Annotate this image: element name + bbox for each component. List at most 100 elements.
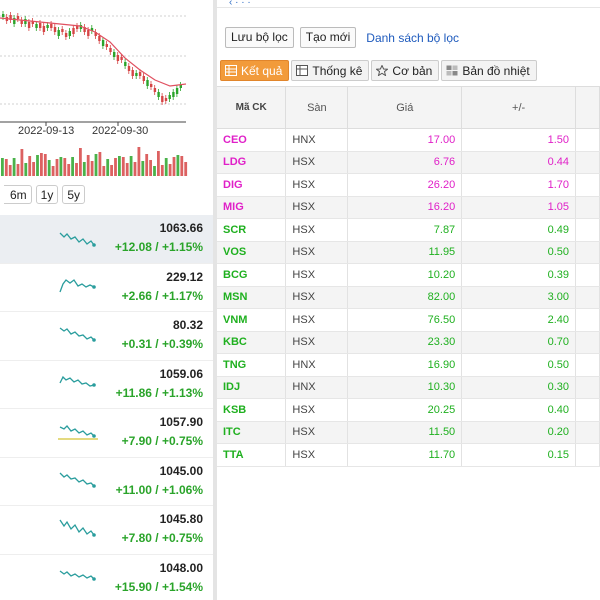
table-row[interactable]: KBC HSX 23.30 0.70 [217,331,600,354]
symbol-cell[interactable]: MIG [217,196,287,219]
extra-cell [575,128,600,152]
screener-results-table: Mã CK Sàn Giá +/- CEO HNX 17.00 1.50 LDG HSX 6… [217,86,600,467]
exchange-cell: HSX [285,218,349,242]
new-filter-button[interactable]: Tạo mới [299,27,357,48]
volume-bar [141,161,145,176]
table-row[interactable]: VNM HSX 76.50 2.40 [217,308,600,332]
table-row[interactable]: ITC HSX 11.50 0.20 [217,421,600,444]
index-list-item[interactable]: 1048.00 +15.90 / +1.54% [0,555,213,600]
volume-bar [51,166,55,176]
tab-results[interactable]: Kết quả [220,60,290,81]
column-header-price[interactable]: Giá [347,86,463,129]
index-list-item[interactable]: 1045.80 +7.80 / +0.75% [0,506,213,555]
x-axis-date-label: 2022-09-13 [18,125,74,137]
table-row[interactable]: LDG HSX 6.76 0.44 [217,151,600,174]
index-change: +11.00 / +1.06% [115,482,203,497]
column-header-exchange[interactable]: Sàn [285,86,349,129]
volume-bar [36,155,39,176]
volume-bar [28,156,32,176]
volume-bar [47,160,51,176]
price-cell: 6.76 [347,151,463,174]
candle [135,73,138,76]
symbol-cell[interactable]: VOS [217,241,287,264]
range-6m-button[interactable]: 6m [4,185,32,204]
candle [24,19,27,24]
symbol-cell[interactable]: KSB [217,398,287,422]
symbol-cell[interactable]: TTA [217,443,287,467]
table-row[interactable]: VOS HSX 11.95 0.50 [217,241,600,264]
volume-bar [12,158,16,176]
extra-cell [575,376,600,399]
symbol-cell[interactable]: DIG [217,173,287,197]
symbol-cell[interactable]: ITC [217,421,287,444]
sparkline-icon [59,375,96,387]
change-cell: 0.40 [461,398,576,422]
symbol-cell[interactable]: KBC [217,331,287,354]
symbol-cell[interactable]: CEO [217,128,287,152]
index-list-item[interactable]: 1057.90 +7.90 / +0.75% [0,409,213,458]
change-cell: 1.05 [461,196,576,219]
moving-average-line [0,17,187,87]
tab-label: Cơ bản [392,63,433,78]
symbol-cell[interactable]: IDJ [217,376,287,399]
index-list-item[interactable]: 80.32 +0.31 / +0.39% [0,312,213,361]
index-list-item[interactable]: 229.12 +2.66 / +1.17% [0,264,213,312]
symbol-cell[interactable]: BCG [217,263,287,287]
change-cell: 2.40 [461,308,576,332]
filter-list-link[interactable]: Danh sách bộ lọc [366,30,460,45]
change-cell: 0.20 [461,421,576,444]
index-list-item[interactable]: 1045.00 +11.00 / +1.06% [0,458,213,506]
sparkline-icon [59,278,96,292]
candle [35,24,38,28]
range-1y-button[interactable]: 1y [35,185,59,204]
table-row[interactable]: TTA HSX 11.70 0.15 [217,443,600,467]
extra-cell [575,443,600,467]
table-row[interactable]: CEO HNX 17.00 1.50 [217,128,600,152]
candle [94,32,97,36]
table-body: CEO HNX 17.00 1.50 LDG HSX 6.76 0.44 DIG HSX 26.20… [217,128,600,467]
volume-bar [79,148,82,176]
volume-bar [102,166,106,176]
volume-bar [110,165,113,176]
table-row[interactable]: BCG HSX 10.20 0.39 [217,263,600,287]
table-row[interactable]: DIG HSX 26.20 1.70 [217,173,600,197]
table-row[interactable]: KSB HSX 20.25 0.40 [217,398,600,422]
symbol-cell[interactable]: VNM [217,308,287,332]
candle [16,16,20,19]
volume-bar [20,149,24,176]
table-row[interactable]: TNG HNX 16.90 0.50 [217,353,600,377]
tab-basic[interactable]: Cơ bản [371,60,440,81]
exchange-cell: HSX [285,286,349,309]
index-list-item[interactable]: 1059.06 +11.86 / +1.13% [0,361,213,409]
column-header-symbol[interactable]: Mã CK [217,86,287,129]
column-header-change[interactable]: +/- [461,86,576,129]
table-row[interactable]: IDJ HNX 10.30 0.30 [217,376,600,399]
candle [164,98,168,101]
candle [109,48,112,52]
sparkline-icon [59,327,96,342]
tab-heatmap[interactable]: Bản đồ nhiệt [441,60,537,81]
panel-splitter[interactable] [213,0,217,600]
candle [46,25,49,28]
symbol-cell[interactable]: MSN [217,286,287,309]
symbol-cell[interactable]: SCR [217,218,287,242]
symbol-cell[interactable]: LDG [217,151,287,174]
range-5y-button[interactable]: 5y [62,185,86,204]
table-row[interactable]: SCR HSX 7.87 0.49 [217,218,600,242]
tab-statistics[interactable]: Thống kê [291,60,370,81]
volume-bar [94,154,98,176]
volume-bar [133,162,137,176]
exchange-cell: HNX [285,353,349,377]
table-row[interactable]: MSN HSX 82.00 3.00 [217,286,600,309]
index-list: 1063.66 +12.08 / +1.15% 229.12 +2.66 / +1.1… [0,215,213,600]
change-cell: 0.39 [461,263,576,287]
volume-bar [180,156,184,176]
table-row[interactable]: MIG HSX 16.20 1.05 [217,196,600,219]
sparkline-icon [59,232,96,247]
candle [9,15,12,20]
index-list-item[interactable]: 1063.66 +12.08 / +1.15% [0,215,213,264]
symbol-cell[interactable]: TNG [217,353,287,377]
save-filter-button[interactable]: Lưu bộ lọc [225,27,294,48]
candle [61,29,64,32]
index-value: 229.12 [166,269,203,284]
